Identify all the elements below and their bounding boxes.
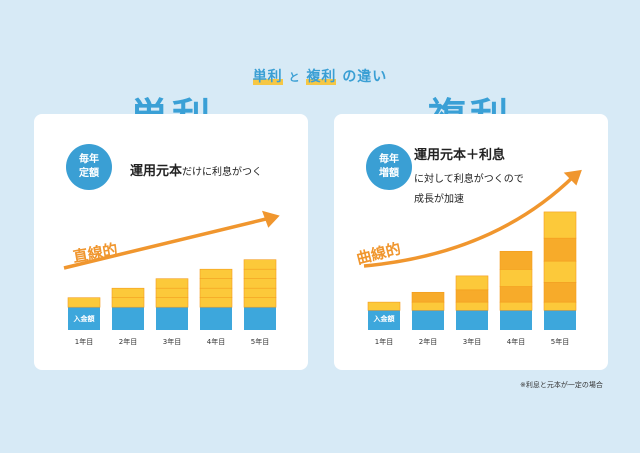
bar-interest-segment [543, 260, 577, 283]
badge-line2: 定額 [79, 168, 99, 179]
bar-interest-segment [543, 211, 577, 239]
bar-interest-segment [367, 301, 401, 311]
bar-interest-segment [543, 237, 577, 262]
x-tick-label: 4年目 [207, 337, 225, 346]
title-simple-interest: 単利 [252, 69, 283, 85]
bar-interest-segment [111, 287, 145, 298]
arrow-head [262, 210, 280, 228]
bar-principal-segment [68, 307, 100, 330]
compound-desc-line2: に対して利息がつくので [414, 174, 524, 185]
bar-principal-segment [456, 310, 488, 330]
x-tick-label: 3年目 [163, 337, 181, 346]
bar-principal-segment [544, 310, 576, 330]
bar-principal-segment [500, 310, 532, 330]
bar-interest-segment [455, 301, 489, 311]
x-tick-label: 3年目 [463, 337, 481, 346]
bar-interest-segment [455, 289, 489, 303]
bar-interest-segment [111, 297, 145, 308]
simple-desc-rest: だけに利息がつく [182, 167, 263, 178]
bar-interest-segment [199, 287, 233, 298]
bar-interest-segment [411, 291, 445, 303]
simple-interest-chart: 1年目 2年目 3年目 4年目 5年目 入金額 直線的 [63, 210, 280, 346]
x-tick-label: 2年目 [419, 337, 437, 346]
title-compound-interest: 複利 [306, 69, 337, 85]
badge-line1: 毎年 [79, 154, 99, 165]
compound-desc-bold: 運用元本＋利息 [414, 148, 506, 163]
bar-interest-segment [155, 287, 189, 298]
principal-label: 入金額 [373, 314, 395, 323]
bar-interest-segment [499, 269, 533, 287]
bar-interest-segment [155, 278, 189, 289]
page-title: 単利 と 複利 の違い [0, 66, 640, 86]
bar-principal-segment [200, 307, 232, 330]
x-tick-label: 4年目 [507, 337, 525, 346]
x-tick-label: 1年目 [375, 337, 393, 346]
bar-interest-segment [543, 301, 577, 311]
growth-arrow [63, 216, 271, 270]
compound-interest-card: 毎年 増額 運用元本＋利息 に対して利息がつくので 成長が加速 1年目 2年目 3年… [334, 114, 608, 370]
bar-interest-segment [543, 282, 577, 303]
bar-interest-segment [199, 278, 233, 289]
bar-principal-segment [368, 310, 400, 330]
bar-interest-segment [243, 278, 277, 289]
bar-interest-segment [499, 301, 533, 311]
bar-principal-segment [244, 307, 276, 330]
simple-desc-bold: 運用元本 [130, 164, 183, 179]
x-tick-label: 1年目 [75, 337, 93, 346]
bar-interest-segment [411, 301, 445, 311]
x-tick-label: 2年目 [119, 337, 137, 346]
bar-principal-segment [412, 310, 444, 330]
principal-label: 入金額 [73, 314, 95, 323]
bar-interest-segment [243, 259, 277, 270]
badge-line2: 増額 [379, 168, 399, 179]
badge-fixed: 毎年 定額 [66, 144, 112, 190]
badge-line1: 毎年 [379, 154, 399, 165]
bar-interest-segment [455, 275, 489, 291]
bar-interest-segment [499, 250, 533, 270]
bar-interest-segment [243, 268, 277, 279]
title-difference: の違い [342, 69, 388, 85]
growth-arrow [363, 174, 576, 268]
curve-label: 直線的 [72, 240, 119, 266]
bar-interest-segment [199, 268, 233, 279]
bar-interest-segment [243, 297, 277, 308]
compound-desc-line3: 成長が加速 [414, 194, 464, 205]
x-tick-label: 5年目 [551, 337, 569, 346]
title-to: と [288, 71, 301, 84]
bar-interest-segment [499, 286, 533, 303]
footnote: ※利息と元本が一定の場合 [520, 381, 603, 389]
bar-interest-segment [243, 287, 277, 298]
bar-interest-segment [67, 297, 101, 308]
arrow-head [563, 169, 582, 186]
simple-desc: 運用元本だけに利息がつく [130, 160, 262, 179]
simple-interest-card: 毎年 定額 運用元本だけに利息がつく 1年目 2年目 3年目 4年目 5年目 入金額 直線的 [34, 114, 308, 370]
bar-principal-segment [112, 307, 144, 330]
bar-interest-segment [155, 297, 189, 308]
bar-principal-segment [156, 307, 188, 330]
bar-interest-segment [199, 297, 233, 308]
x-tick-label: 5年目 [251, 337, 269, 346]
badge-increasing: 毎年 増額 [366, 144, 412, 190]
